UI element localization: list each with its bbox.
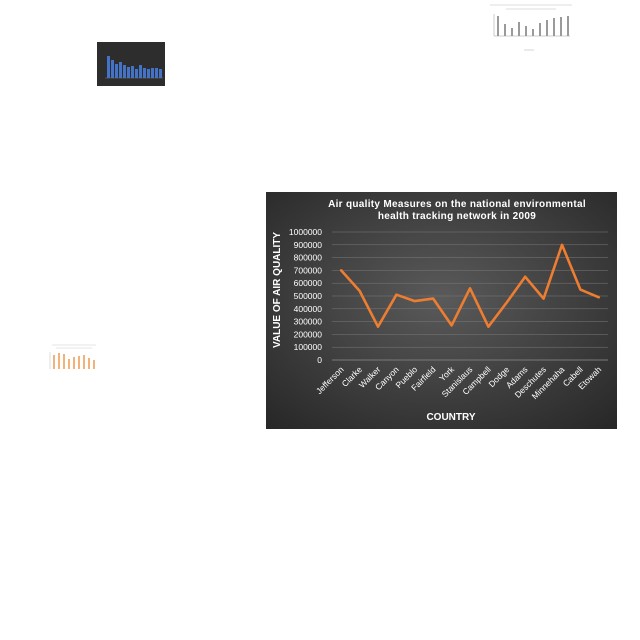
- data-point: [340, 269, 342, 272]
- y-tick-label: 400000: [294, 304, 323, 314]
- y-axis-label: VALUE OF AIR QUALITY: [272, 232, 283, 348]
- thumbnail-orange-bar-chart-graphic: [49, 344, 96, 369]
- data-point: [377, 325, 379, 328]
- thumbnail-gray-bar-chart-graphic: [490, 4, 572, 51]
- data-point: [598, 296, 600, 299]
- data-point: [414, 300, 416, 302]
- air-quality-line-chart: Air quality Measures on the national env…: [266, 192, 617, 429]
- y-tick-labels: 0 100000 200000 300000 400000 500000 600000 700…: [289, 227, 322, 365]
- y-tick-label: 500000: [294, 291, 323, 301]
- thumbnail-gray-bar-chart: [486, 2, 576, 54]
- data-point: [506, 301, 508, 304]
- chart-title-line-2: health tracking network in 2009: [378, 211, 536, 222]
- y-tick-label: 200000: [294, 329, 323, 339]
- data-point: [579, 288, 582, 291]
- thumbnail-dark-bar-chart-graphic: [97, 42, 165, 86]
- thumbnail-orange-bar-chart: [44, 343, 104, 379]
- y-tick-label: 600000: [294, 278, 323, 288]
- data-point: [542, 297, 545, 300]
- data-point: [524, 276, 526, 278]
- chart-title-line-1: Air quality Measures on the national env…: [328, 199, 586, 210]
- thumbnail-dark-bar-chart: [97, 42, 165, 86]
- data-point: [358, 290, 361, 292]
- y-tick-label: 100000: [294, 342, 323, 352]
- y-tick-label: 300000: [294, 317, 323, 327]
- y-tick-label: 1000000: [289, 227, 322, 237]
- data-point: [450, 324, 453, 327]
- series-layer: [339, 243, 601, 328]
- data-point: [487, 325, 490, 328]
- chart-canvas: Air quality Measures on the national env…: [266, 192, 617, 429]
- y-tick-label: 0: [317, 355, 322, 365]
- x-axis-label: COUNTRY: [426, 412, 475, 423]
- data-point: [561, 244, 563, 246]
- data-point: [432, 297, 434, 300]
- y-tick-label: 900000: [294, 240, 323, 250]
- grid-lines: [332, 231, 608, 361]
- data-point: [395, 293, 398, 296]
- data-point: [469, 287, 471, 290]
- y-tick-label: 800000: [294, 253, 323, 263]
- y-tick-label: 700000: [294, 265, 323, 275]
